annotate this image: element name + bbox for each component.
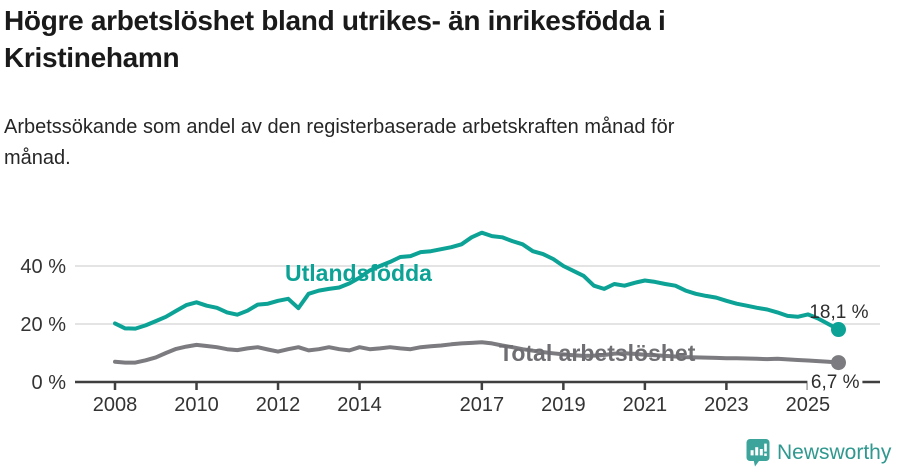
x-tick-label: 2014 [337,394,382,416]
x-tick-label: 2021 [623,394,668,416]
series-label-utlandsfodda: Utlandsfödda [285,260,432,286]
series-label-total-arbetsloshet: Total arbetslöshet [499,340,696,366]
chart-subtitle: Arbetssökande som andel av den registerb… [4,116,675,169]
series-end-dot-1 [830,355,846,371]
newsworthy-bubble-chart-icon [746,439,770,467]
end-label-0: 18,1 % [809,301,869,323]
y-tick-label: 0 % [32,372,67,394]
x-tick-label: 2023 [704,394,749,416]
x-tick-label: 2025 [786,394,831,416]
x-tick-label: 2017 [460,394,505,416]
x-tick-label: 2010 [174,394,219,416]
end-label-1: 6,7 % [807,371,863,394]
chart-title: Högre arbetslöshet bland utrikes- än inr… [4,5,666,73]
y-tick-label: 20 % [20,314,66,336]
newsworthy-logo-text: Newsworthy [777,441,892,464]
x-tick-label: 2012 [256,394,301,416]
newsworthy-logo[interactable]: Newsworthy [746,438,891,468]
y-tick-label: 40 % [20,256,66,278]
x-tick-label: 2019 [541,394,586,416]
series-line-1 [113,340,841,365]
series-line-0 [113,230,841,332]
series-end-dot-0 [830,322,846,338]
x-tick-label: 2008 [93,394,138,416]
